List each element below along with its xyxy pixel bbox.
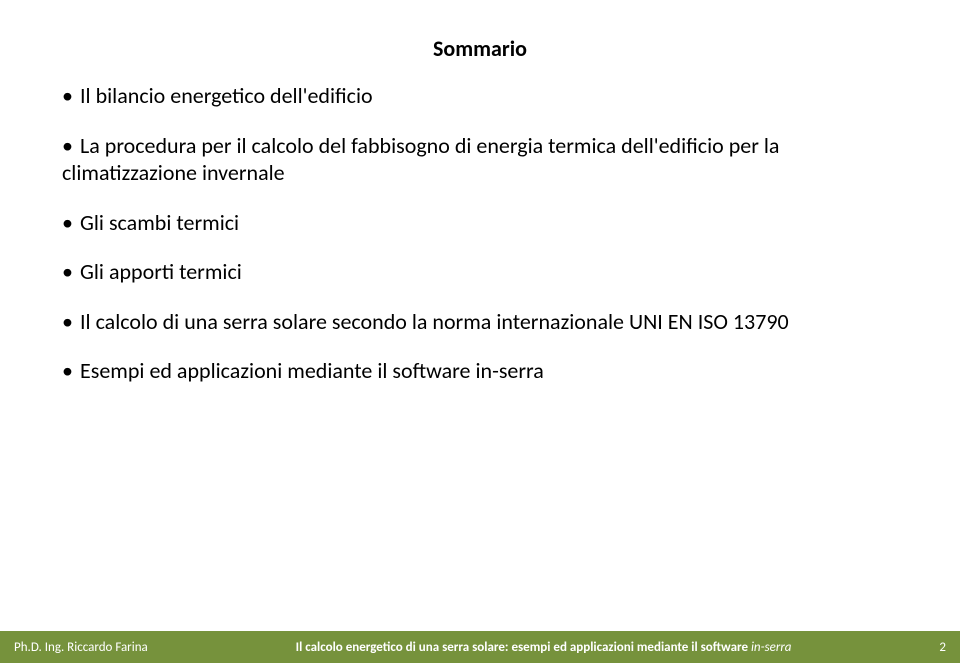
slide-title: Sommario — [0, 35, 960, 62]
bullet-text: Esempi ed applicazioni mediante il softw… — [80, 357, 544, 384]
list-item: •Il bilancio energetico dell'edificio — [62, 82, 898, 110]
bullet-icon: • — [62, 82, 80, 110]
bullet-icon: • — [62, 132, 80, 160]
bullet-icon: • — [62, 258, 80, 286]
list-item: •Esempi ed applicazioni mediante il soft… — [62, 357, 898, 385]
bullet-text: Gli scambi termici — [80, 209, 239, 236]
bullet-icon: • — [62, 357, 80, 385]
footer-title-suffix: in-serra — [751, 640, 792, 655]
content-area: •Il bilancio energetico dell'edificio •L… — [62, 82, 898, 407]
list-item: •Gli scambi termici — [62, 209, 898, 237]
list-item: •Gli apporti termici — [62, 258, 898, 286]
slide: Sommario •Il bilancio energetico dell'ed… — [0, 0, 960, 663]
footer-bar: Ph.D. Ing. Riccardo Farina Il calcolo en… — [0, 631, 960, 663]
bullet-text: Gli apporti termici — [80, 258, 242, 285]
list-item: •La procedura per il calcolo del fabbiso… — [62, 132, 898, 187]
bullet-text: Il calcolo di una serra solare secondo l… — [80, 308, 789, 335]
bullet-icon: • — [62, 209, 80, 237]
footer-page-number: 2 — [939, 640, 946, 655]
bullet-icon: • — [62, 308, 80, 336]
footer-author: Ph.D. Ing. Riccardo Farina — [14, 640, 148, 655]
footer-title: Il calcolo energetico di una serra solar… — [296, 640, 792, 655]
bullet-text: Il bilancio energetico dell'edificio — [80, 82, 373, 109]
bullet-list: •Il bilancio energetico dell'edificio •L… — [62, 82, 898, 385]
bullet-text: La procedura per il calcolo del fabbisog… — [62, 132, 779, 187]
list-item: •Il calcolo di una serra solare secondo … — [62, 308, 898, 336]
footer-title-bold: Il calcolo energetico di una serra solar… — [296, 640, 751, 655]
